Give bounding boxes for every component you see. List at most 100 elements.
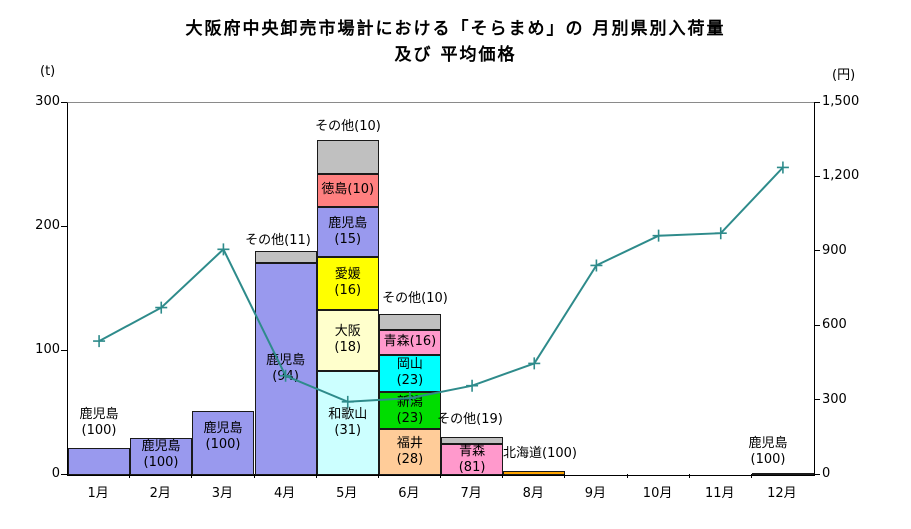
price-point-marker	[590, 259, 603, 272]
bar-segment	[316, 140, 379, 174]
bar-segment-label: 和歌山 (31)	[328, 406, 368, 438]
x-axis-month-label: 4月	[273, 486, 296, 501]
chart-title-line2: 及び 平均価格	[394, 45, 517, 65]
x-axis-tick	[253, 474, 255, 478]
plot-area: 鹿児島 (94) 和歌山 (31) 大阪 (18) 愛媛 (16) 鹿児島 (15) 徳島…	[67, 102, 815, 476]
average-price-line-layer	[93, 161, 789, 408]
y-axis-right-tick	[814, 250, 820, 252]
bar-segment	[130, 437, 193, 475]
right-axis-unit: (円)	[832, 68, 856, 83]
bar-segment-label: 福井 (28)	[396, 436, 424, 468]
x-axis-tick	[440, 474, 441, 478]
bar-callout-label: 鹿児島 (100)	[203, 421, 243, 452]
x-axis-tick	[377, 474, 379, 478]
y-axis-right-tick	[814, 324, 820, 326]
bar-segment-label: 大阪 (18)	[334, 324, 362, 356]
bar-segment-label: 徳島(10)	[321, 182, 375, 198]
y-axis-right-tick-label: 900	[822, 242, 847, 258]
bar-segment: 青森 (81)	[441, 443, 504, 475]
bar-segment: 徳島(10)	[316, 173, 379, 208]
x-axis-month-label: 10月	[642, 486, 673, 501]
y-axis-right-tick-label: 1,200	[822, 168, 860, 184]
x-axis-tick	[191, 474, 193, 478]
bar-segment: 福井 (28)	[378, 429, 441, 475]
x-axis-tick	[315, 474, 317, 478]
price-point-marker	[155, 301, 168, 314]
price-point-marker	[776, 161, 789, 174]
bar-segment	[503, 471, 566, 475]
y-axis-left-tick	[61, 225, 67, 227]
y-axis-right-tick-label: 1,500	[822, 94, 860, 109]
price-point-marker	[279, 369, 292, 382]
bar-segment: 大阪 (18)	[316, 310, 379, 371]
x-axis-month-label: 11月	[704, 486, 735, 501]
x-axis-tick	[688, 474, 690, 478]
bar-segment	[254, 250, 317, 263]
bar-callout-label: 鹿児島 (100)	[141, 439, 181, 470]
y-axis-left-tick-label: 100	[35, 342, 60, 357]
y-axis-right-tick-label: 300	[822, 391, 847, 407]
x-axis-month-label: 12月	[767, 486, 797, 501]
x-axis-month-label: 5月	[336, 486, 358, 501]
bar-segment: 愛媛 (16)	[316, 256, 379, 311]
bar-segment	[68, 447, 131, 475]
bar-callout-label: その他(10)	[315, 119, 381, 134]
y-axis-left-tick	[61, 101, 67, 103]
bar-segment-label: 青森(16)	[383, 334, 437, 350]
bar-segment	[441, 436, 504, 444]
x-axis-month-label: 3月	[211, 486, 234, 501]
y-axis-left-tick	[61, 349, 67, 351]
bar-segment	[192, 410, 255, 475]
x-axis-month-label: 9月	[584, 486, 607, 501]
y-axis-right-tick	[814, 175, 820, 177]
bar-segment-label: 青森 (81)	[458, 443, 486, 475]
bar-callout-label: その他(11)	[245, 233, 311, 248]
x-axis-tick	[129, 474, 131, 478]
price-point-marker	[93, 335, 106, 348]
bar-callout-label: 鹿児島 (100)	[79, 407, 119, 438]
bar-segment	[751, 472, 814, 475]
price-point-marker	[341, 395, 354, 408]
bar-segment-label: 愛媛 (16)	[334, 267, 362, 299]
bar-segment-label: 岡山 (23)	[396, 357, 424, 389]
x-axis-month-label: 2月	[149, 486, 171, 501]
bar-callout-label: その他(10)	[382, 291, 448, 306]
price-point-marker	[403, 392, 416, 405]
y-axis-left-tick-label: 200	[35, 218, 60, 233]
chart-title: 大阪府中央卸売市場計における「そらまめ」の 月別県別入荷量 及び 平均価格	[0, 16, 911, 68]
y-axis-left-tick	[61, 473, 67, 475]
price-point-marker	[528, 357, 541, 370]
bar-segment: 和歌山 (31)	[316, 370, 379, 475]
y-axis-right-tick-label: 0	[822, 466, 831, 481]
x-axis-tick	[750, 474, 752, 478]
price-point-marker	[466, 379, 479, 392]
bar-segment: 鹿児島 (15)	[316, 207, 379, 257]
bar-segment: 岡山 (23)	[378, 354, 441, 392]
x-axis-tick	[564, 474, 566, 478]
y-axis-left-tick-label: 300	[35, 94, 60, 109]
x-axis-tick	[626, 474, 628, 478]
x-axis-tick	[502, 474, 504, 478]
x-axis-month-label: 8月	[522, 486, 544, 501]
x-axis-month-label: 1月	[87, 486, 109, 501]
y-axis-right-tick	[814, 101, 820, 103]
bar-segment: 青森(16)	[378, 329, 441, 355]
x-axis-month-label: 7月	[460, 486, 482, 501]
bar-segment	[378, 313, 441, 330]
bar-callout-label: その他(19)	[437, 412, 503, 427]
price-point-marker	[652, 229, 665, 242]
y-axis-right-tick	[814, 399, 820, 401]
x-axis-month-label: 6月	[398, 486, 420, 501]
bar-callout-label: 北海道(100)	[503, 446, 577, 461]
bar-segment: 鹿児島 (94)	[254, 262, 317, 475]
y-axis-left-tick-label: 0	[51, 466, 60, 481]
chart-title-line1: 大阪府中央卸売市場計における「そらまめ」の 月別県別入荷量	[185, 19, 726, 39]
y-axis-right-tick	[814, 473, 820, 475]
price-point-marker	[217, 243, 230, 256]
bar-segment-label: 鹿児島 (15)	[328, 215, 368, 247]
price-point-marker	[714, 227, 727, 240]
left-axis-unit: (t)	[40, 64, 56, 79]
price-line	[98, 166, 784, 403]
bar-callout-label: 鹿児島(100)	[748, 436, 788, 467]
